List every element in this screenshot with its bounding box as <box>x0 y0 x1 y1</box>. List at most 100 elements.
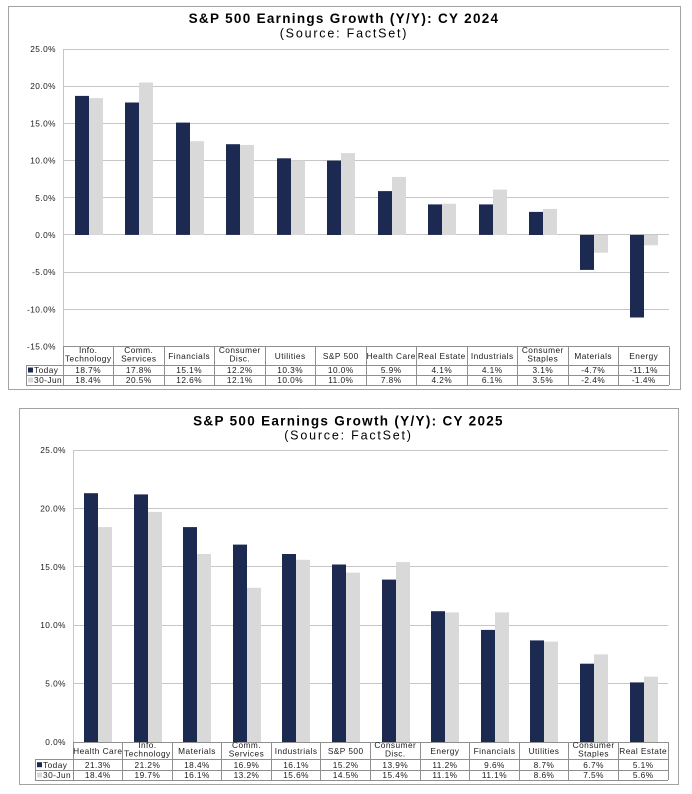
svg-text:Energy: Energy <box>430 746 459 756</box>
svg-text:18.4%: 18.4% <box>184 760 210 770</box>
svg-text:10.3%: 10.3% <box>277 365 303 375</box>
svg-text:0.0%: 0.0% <box>35 230 56 240</box>
svg-text:Services: Services <box>121 354 156 364</box>
svg-text:18.4%: 18.4% <box>85 770 111 780</box>
svg-text:20.5%: 20.5% <box>126 375 152 385</box>
svg-text:13.9%: 13.9% <box>382 760 408 770</box>
svg-text:S&P 500: S&P 500 <box>323 351 359 361</box>
svg-text:7.5%: 7.5% <box>583 770 604 780</box>
svg-text:Financials: Financials <box>168 351 210 361</box>
svg-text:0.0%: 0.0% <box>45 737 66 747</box>
svg-text:Comm.: Comm. <box>124 345 153 355</box>
svg-text:12.6%: 12.6% <box>176 375 202 385</box>
svg-text:Materials: Materials <box>574 351 612 361</box>
svg-text:16.9%: 16.9% <box>234 760 260 770</box>
svg-text:Health Care: Health Care <box>73 746 122 756</box>
svg-text:3.5%: 3.5% <box>532 375 553 385</box>
svg-text:Industrials: Industrials <box>471 351 514 361</box>
svg-text:-2.4%: -2.4% <box>581 375 605 385</box>
svg-text:30-Jun: 30-Jun <box>34 375 62 385</box>
svg-text:19.7%: 19.7% <box>135 770 161 780</box>
svg-text:15.0%: 15.0% <box>30 118 56 128</box>
svg-text:4.1%: 4.1% <box>482 365 503 375</box>
svg-text:Staples: Staples <box>578 749 609 759</box>
svg-text:11.1%: 11.1% <box>432 770 457 780</box>
svg-text:12.1%: 12.1% <box>227 375 253 385</box>
svg-text:Staples: Staples <box>527 354 558 364</box>
svg-text:15.0%: 15.0% <box>40 562 66 572</box>
svg-text:Consumer: Consumer <box>219 345 261 355</box>
svg-text:Info.: Info. <box>138 740 156 750</box>
svg-text:5.1%: 5.1% <box>633 760 654 770</box>
svg-text:Technology: Technology <box>124 749 171 759</box>
svg-text:11.2%: 11.2% <box>432 760 457 770</box>
svg-text:4.1%: 4.1% <box>431 365 452 375</box>
svg-text:5.9%: 5.9% <box>381 365 402 375</box>
svg-text:21.3%: 21.3% <box>85 760 111 770</box>
svg-text:Consumer: Consumer <box>573 740 615 750</box>
svg-text:Materials: Materials <box>178 746 216 756</box>
svg-text:Health Care: Health Care <box>367 351 416 361</box>
svg-text:S&P 500 Earnings Growth (Y/Y):: S&P 500 Earnings Growth (Y/Y): CY 2024 <box>189 11 500 26</box>
svg-text:Today: Today <box>43 760 68 770</box>
svg-text:Real Estate: Real Estate <box>418 351 466 361</box>
svg-text:9.6%: 9.6% <box>484 760 505 770</box>
svg-text:-1.4%: -1.4% <box>632 375 656 385</box>
svg-text:Utilities: Utilities <box>529 746 560 756</box>
svg-text:-11.1%: -11.1% <box>630 365 659 375</box>
svg-text:5.0%: 5.0% <box>35 193 56 203</box>
svg-text:15.6%: 15.6% <box>283 770 309 780</box>
svg-text:10.0%: 10.0% <box>328 365 354 375</box>
svg-text:-15.0%: -15.0% <box>27 342 56 352</box>
svg-text:Real Estate: Real Estate <box>619 746 667 756</box>
svg-text:5.6%: 5.6% <box>633 770 654 780</box>
svg-text:4.2%: 4.2% <box>431 375 452 385</box>
svg-text:14.5%: 14.5% <box>333 770 359 780</box>
svg-text:20.0%: 20.0% <box>30 81 56 91</box>
svg-text:30-Jun: 30-Jun <box>43 770 71 780</box>
svg-text:20.0%: 20.0% <box>40 503 66 513</box>
svg-text:10.0%: 10.0% <box>30 156 56 166</box>
svg-text:18.7%: 18.7% <box>75 365 101 375</box>
svg-text:-4.7%: -4.7% <box>581 365 605 375</box>
svg-text:6.1%: 6.1% <box>482 375 503 385</box>
svg-text:13.2%: 13.2% <box>234 770 260 780</box>
svg-text:17.8%: 17.8% <box>126 365 152 375</box>
svg-text:10.0%: 10.0% <box>40 620 66 630</box>
svg-text:(Source: FactSet): (Source: FactSet) <box>280 27 409 41</box>
svg-text:Disc.: Disc. <box>229 354 250 364</box>
svg-text:8.7%: 8.7% <box>534 760 555 770</box>
svg-text:8.6%: 8.6% <box>534 770 555 780</box>
svg-text:16.1%: 16.1% <box>184 770 210 780</box>
svg-text:25.0%: 25.0% <box>30 44 56 54</box>
svg-text:Services: Services <box>229 749 264 759</box>
svg-text:-10.0%: -10.0% <box>27 304 56 314</box>
svg-text:Today: Today <box>34 365 59 375</box>
svg-text:15.1%: 15.1% <box>176 365 202 375</box>
svg-text:10.0%: 10.0% <box>277 375 303 385</box>
svg-text:Consumer: Consumer <box>374 740 416 750</box>
svg-text:S&P 500: S&P 500 <box>328 746 364 756</box>
svg-text:11.1%: 11.1% <box>482 770 507 780</box>
svg-text:11.0%: 11.0% <box>328 375 353 385</box>
svg-text:6.7%: 6.7% <box>583 760 604 770</box>
svg-text:3.1%: 3.1% <box>532 365 553 375</box>
svg-text:Energy: Energy <box>629 351 658 361</box>
svg-text:Comm.: Comm. <box>232 740 261 750</box>
svg-text:(Source: FactSet): (Source: FactSet) <box>284 429 413 443</box>
svg-text:21.2%: 21.2% <box>135 760 161 770</box>
svg-text:16.1%: 16.1% <box>283 760 309 770</box>
svg-text:S&P 500 Earnings Growth (Y/Y):: S&P 500 Earnings Growth (Y/Y): CY 2025 <box>193 414 504 429</box>
svg-text:Info.: Info. <box>79 345 97 355</box>
svg-text:15.2%: 15.2% <box>333 760 359 770</box>
svg-text:18.4%: 18.4% <box>75 375 101 385</box>
svg-text:Industrials: Industrials <box>275 746 318 756</box>
svg-text:15.4%: 15.4% <box>382 770 408 780</box>
svg-text:Technology: Technology <box>65 354 112 364</box>
svg-text:5.0%: 5.0% <box>45 679 66 689</box>
svg-text:Disc.: Disc. <box>385 749 406 759</box>
svg-text:12.2%: 12.2% <box>227 365 253 375</box>
svg-text:Utilities: Utilities <box>275 351 306 361</box>
svg-text:Consumer: Consumer <box>522 345 564 355</box>
svg-text:25.0%: 25.0% <box>40 445 66 455</box>
